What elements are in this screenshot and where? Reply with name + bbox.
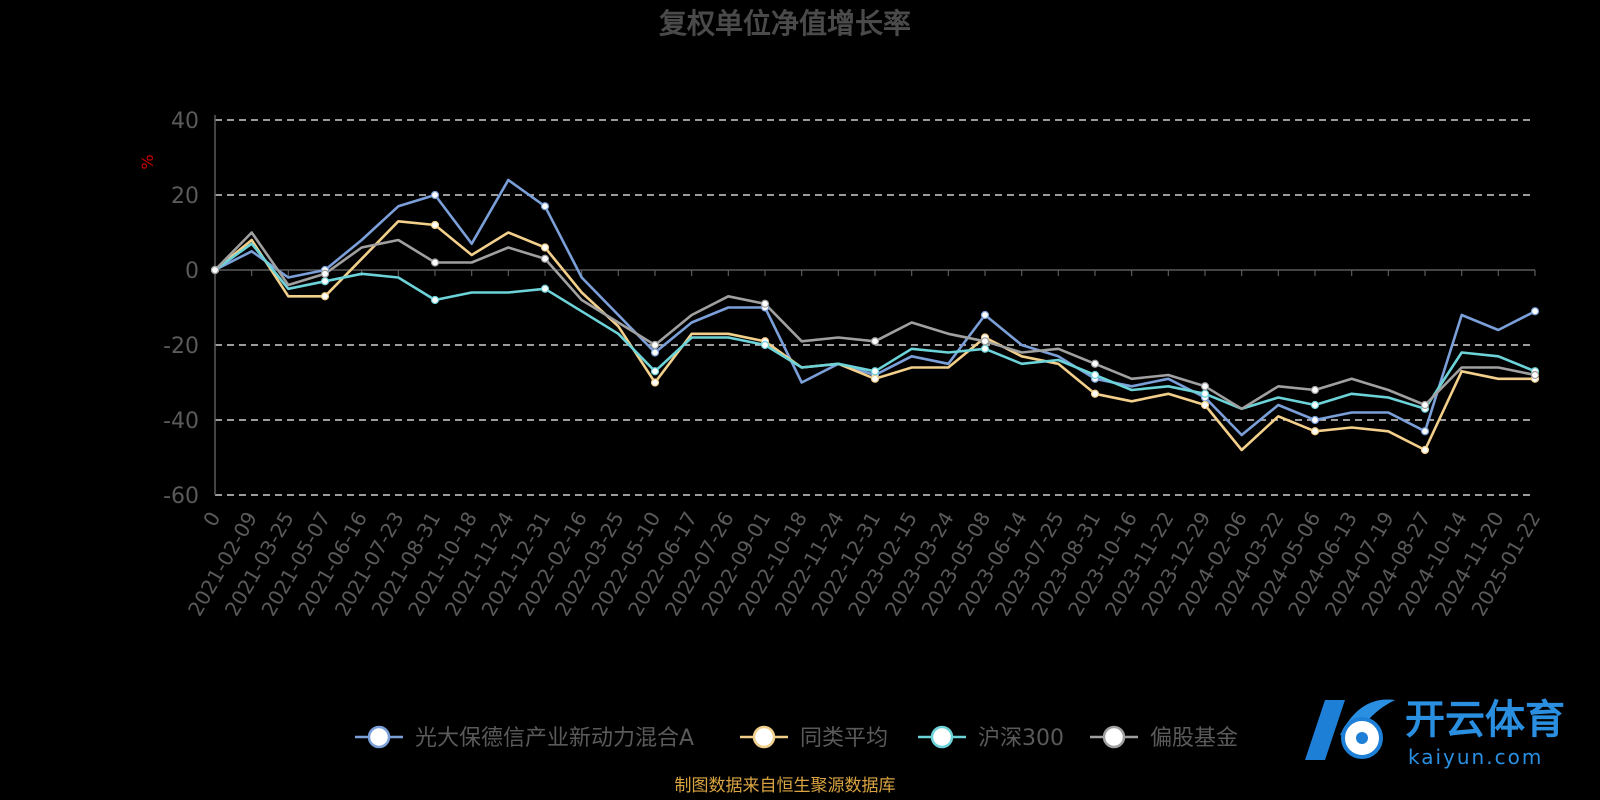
series-3-point-21 [980, 337, 990, 346]
y-tick-label-3: -20 [163, 334, 199, 359]
series-0-point-30 [1310, 415, 1320, 425]
legend-item-3: 偏股基金 [1090, 725, 1238, 751]
legend-marker-0 [367, 725, 391, 749]
series-1-point-33 [1420, 445, 1430, 455]
legend-marker-1 [752, 725, 776, 749]
legend[interactable]: 光大保德信产业新动力混合A 同类平均 沪深300 偏股基金 [355, 725, 1238, 751]
legend-item-2: 沪深300 [918, 725, 1064, 751]
y-tick-label-5: -60 [163, 484, 199, 509]
logo-k-mark [1305, 700, 1345, 760]
series-3-point-36 [1530, 370, 1540, 380]
source-note: 制图数据来自恒生聚源数据库 [675, 776, 896, 796]
legend-label-2: 沪深300 [978, 726, 1064, 751]
y-tick-label-1: 20 [171, 184, 199, 209]
grid-lines [215, 119, 1535, 496]
legend-label-0: 光大保德信产业新动力混合A [415, 726, 694, 751]
series-3-point-3 [320, 269, 330, 278]
kaiyun-logo: 开云体育 kaiyun.com [1305, 697, 1565, 769]
series-2-point-9 [540, 284, 550, 293]
series-2-point-27 [1200, 389, 1210, 398]
y-tick-label-2: 0 [185, 259, 199, 284]
axes [214, 115, 1535, 495]
series-1-point-18 [870, 374, 880, 383]
legend-marker-2 [930, 725, 954, 749]
series-1-point-3 [320, 292, 330, 301]
series-2-point-18 [870, 367, 880, 376]
y-tick-label-0: 40 [171, 109, 199, 134]
series-0-point-21 [980, 310, 990, 320]
series-1-point-24 [1090, 389, 1100, 398]
legend-label-3: 偏股基金 [1150, 726, 1238, 751]
series-1-point-12 [650, 378, 660, 387]
series-2-point-12 [650, 367, 660, 376]
series-2-point-24 [1090, 370, 1100, 380]
series-2-point-6 [430, 295, 440, 305]
logo-text-en: kaiyun.com [1408, 745, 1543, 769]
series-2-point-21 [980, 344, 990, 353]
series-0-point-36 [1530, 307, 1540, 316]
series-0-point-6 [430, 190, 440, 200]
series-1-point-9 [540, 243, 550, 252]
y-tick-label-4: -40 [163, 409, 199, 434]
y-axis-label: % [138, 154, 157, 169]
legend-item-1: 同类平均 [740, 725, 888, 751]
series-3-point-33 [1420, 400, 1430, 410]
series-3-point-27 [1200, 382, 1210, 391]
series-2-point-30 [1310, 400, 1320, 410]
series-2-point-15 [760, 340, 770, 350]
series-0-point-12 [650, 348, 660, 357]
legend-marker-3 [1102, 725, 1126, 749]
series-0-point-33 [1420, 427, 1430, 436]
legend-label-1: 同类平均 [800, 726, 888, 751]
series-2-point-3 [320, 277, 330, 286]
logo-text-cn: 开云体育 [1405, 697, 1565, 743]
series-lines [210, 178, 1540, 455]
series-3-point-9 [540, 254, 550, 263]
series-1-point-6 [430, 220, 440, 230]
series-1-point-27 [1200, 400, 1210, 410]
series-3-point-15 [760, 299, 770, 308]
chart-title: 复权单位净值增长率 [659, 7, 911, 40]
series-3-point-24 [1090, 359, 1100, 368]
series-1-point-30 [1310, 427, 1320, 436]
y-tick-labels: 40 20 0 -20 -40 -60 [163, 109, 199, 509]
series-0-point-9 [540, 202, 550, 211]
x-tick-label-0: 0 [198, 508, 225, 531]
x-tick-labels: 02021-02-092021-03-252021-05-072021-06-1… [183, 270, 1545, 620]
series-3-point-6 [430, 258, 440, 267]
legend-item-0: 光大保德信产业新动力混合A [355, 725, 694, 751]
series-3-point-18 [870, 337, 880, 346]
series-3-point-0 [210, 265, 220, 275]
series-3-point-30 [1310, 385, 1320, 395]
series-line-0 [214, 178, 1536, 437]
series-3-point-12 [650, 340, 660, 350]
